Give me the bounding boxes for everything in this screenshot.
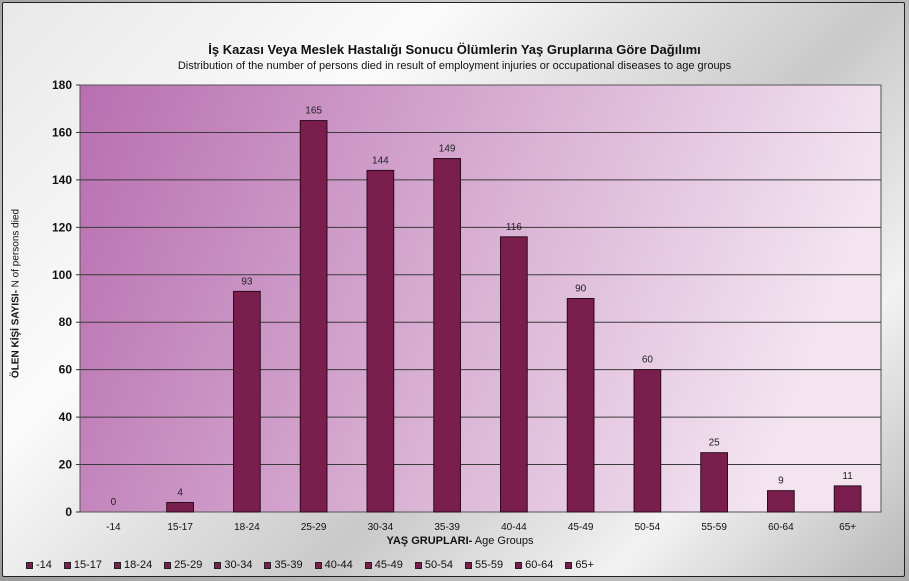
x-tick-label: -14 (106, 522, 121, 533)
legend-label: 45-49 (374, 559, 403, 571)
data-label: 165 (305, 106, 322, 117)
y-tick-label: 80 (59, 315, 73, 329)
bar-15-17 (166, 502, 194, 513)
bar-18-24 (233, 290, 261, 513)
legend-swatch (465, 561, 473, 569)
legend-swatch (364, 561, 372, 569)
grid-lines (80, 131, 881, 466)
data-label: 93 (241, 276, 253, 287)
bar-55-59 (700, 452, 728, 513)
bar-25-29 (299, 120, 328, 513)
x-tick-label: 65+ (839, 522, 856, 533)
bars (166, 120, 862, 513)
y-tick-label: 180 (52, 78, 72, 92)
data-label: 4 (177, 488, 183, 499)
x-tick-label: 30-34 (368, 522, 394, 533)
legend-label: 40-44 (324, 559, 353, 571)
data-label: 116 (506, 222, 522, 233)
bar-60-64 (767, 490, 795, 513)
x-tick-label: 55-59 (701, 522, 727, 533)
x-tick-label: 18-24 (234, 522, 260, 533)
bar-65+ (833, 485, 862, 513)
bar-35-39 (433, 158, 461, 513)
bar-30-34 (366, 169, 395, 513)
legend: -14 15-17 18-24 25-29 30-34 35-39 40-44 45-49 50… (26, 557, 726, 573)
chart-title: İş Kazası Veya Meslek Hastalığı Sonucu Ö… (208, 42, 701, 57)
x-tick-label: 40-44 (501, 522, 527, 533)
legend-label: 55-59 (475, 559, 504, 571)
legend-label: 15-17 (73, 559, 103, 571)
legend-swatch (414, 561, 422, 569)
legend-item: 55-59 (465, 559, 503, 571)
data-label: 0 (111, 497, 117, 508)
data-label: 25 (709, 438, 721, 449)
legend-item: 45-49 (364, 559, 403, 571)
legend-swatch (26, 561, 33, 569)
legend-swatch (114, 561, 122, 569)
legend-item: 30-34 (214, 559, 252, 571)
bar-40-44 (500, 236, 528, 513)
x-tick-label: 25-29 (301, 522, 327, 533)
legend-item: -14 (26, 559, 52, 571)
legend-item: 18-24 (114, 559, 152, 571)
y-tick-label: 140 (52, 173, 72, 187)
x-tick-label: 35-39 (434, 522, 460, 533)
chart-subtitle: Distribution of the number of persons di… (177, 60, 732, 72)
legend-label: 50-54 (424, 559, 454, 571)
y-tick-label: 40 (59, 410, 73, 424)
y-tick-label: 120 (52, 220, 72, 234)
y-tick-label: 60 (59, 363, 73, 377)
data-label: 9 (778, 476, 784, 487)
legend-item: 50-54 (414, 559, 454, 571)
legend-swatch (214, 561, 222, 569)
legend-swatch (63, 561, 71, 569)
legend-swatch (515, 561, 523, 569)
bar-50-54 (633, 369, 662, 513)
legend-item: 65+ (565, 559, 594, 571)
legend-label: 65+ (575, 559, 594, 571)
legend-label: 18-24 (124, 559, 153, 571)
y-axis-label: ÖLEN KİŞİ SAYISI- N of persons died (10, 208, 22, 379)
legend-label: -14 (36, 559, 52, 571)
legend-swatch (264, 561, 272, 569)
legend-item: 25-29 (164, 559, 202, 571)
y-tick-label: 0 (65, 505, 72, 519)
legend-label: 25-29 (174, 559, 203, 571)
data-label: 149 (439, 144, 456, 155)
bar-45-49 (566, 298, 595, 513)
x-tick-label: 60-64 (768, 522, 794, 533)
data-labels: 0 4 93 165 144 149 116 90 60 25 9 11 (111, 106, 854, 508)
legend-item: 40-44 (314, 559, 353, 571)
x-tick-label: 50-54 (635, 522, 661, 533)
plot-area (79, 84, 882, 513)
y-tick-label: 20 (59, 458, 73, 472)
data-label: 60 (642, 355, 654, 366)
data-label: 144 (372, 155, 389, 166)
legend-label: 30-34 (224, 559, 253, 571)
x-tick-label: 45-49 (568, 522, 594, 533)
y-tick-label: 160 (52, 125, 72, 139)
legend-swatch (164, 561, 172, 569)
x-axis-ticks: -14 15-17 18-24 25-29 30-34 35-39 40-44 45-49 50… (106, 522, 856, 533)
y-tick-label: 100 (52, 268, 72, 282)
x-axis-label: YAŞ GRUPLARI- Age Groups (386, 535, 534, 547)
data-label: 90 (575, 284, 587, 295)
x-tick-label: 15-17 (167, 522, 193, 533)
legend-swatch (314, 561, 322, 569)
legend-label: 35-39 (274, 559, 303, 571)
y-axis-ticks: 0 20 40 60 80 100 120 140 160 180 (52, 78, 80, 519)
data-label: 11 (842, 471, 853, 482)
legend-item: 60-64 (515, 559, 553, 571)
legend-item: 35-39 (264, 559, 303, 571)
legend-label: 60-64 (525, 559, 554, 571)
legend-item: 15-17 (63, 559, 103, 571)
legend-swatch (565, 561, 573, 569)
